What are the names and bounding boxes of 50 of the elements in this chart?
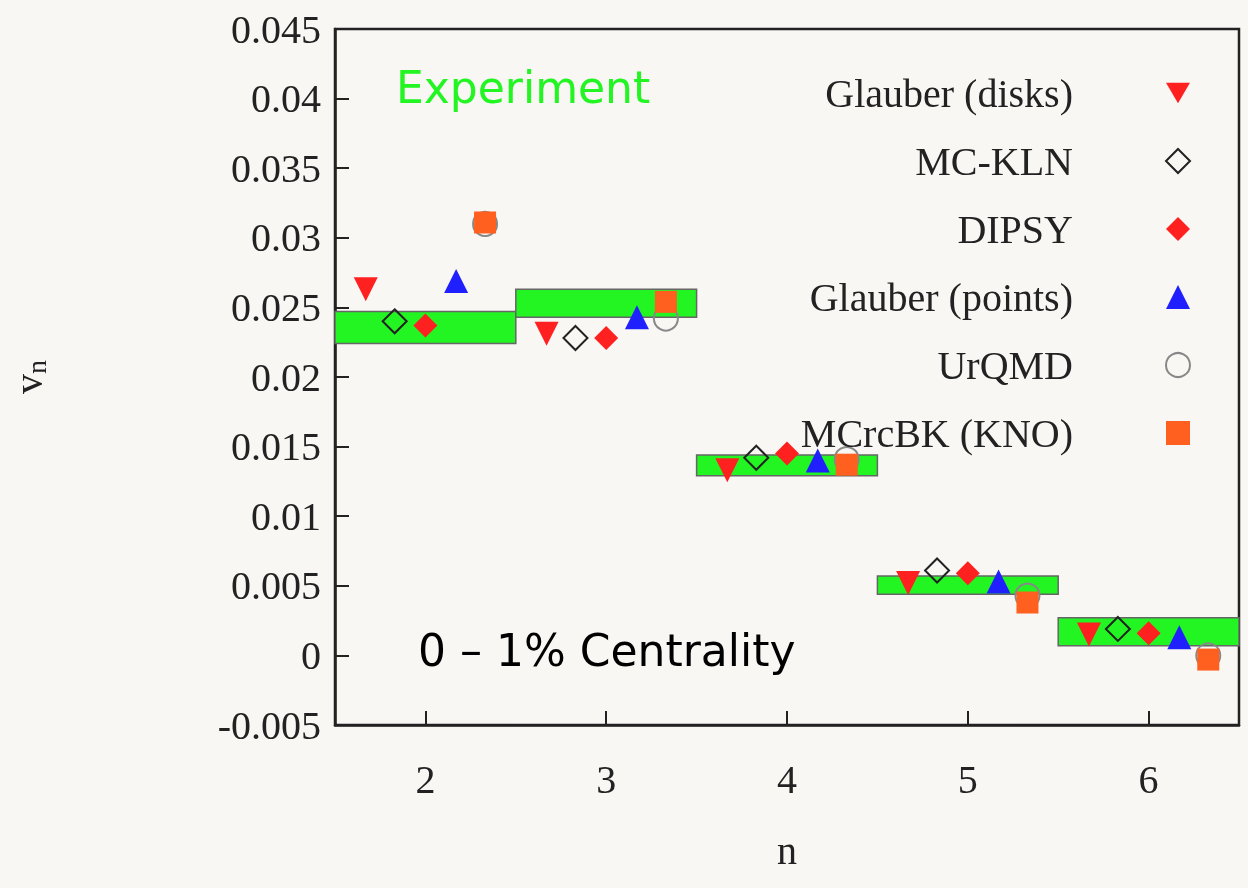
x-tick-label: 6 xyxy=(1138,756,1159,802)
point xyxy=(715,458,740,483)
y-tick-label: 0.015 xyxy=(231,424,321,470)
point xyxy=(896,571,921,596)
point xyxy=(1136,621,1161,646)
point xyxy=(1167,625,1192,650)
y-axis-title: vn xyxy=(5,360,52,394)
point xyxy=(1016,591,1039,614)
point xyxy=(1197,648,1220,671)
y-tick-label: -0.005 xyxy=(217,702,321,748)
legend-label: UrQMD xyxy=(937,342,1073,388)
point xyxy=(381,308,408,335)
y-tick-label: 0.02 xyxy=(251,354,321,400)
x-tick-label: 2 xyxy=(415,756,436,802)
point xyxy=(986,569,1011,594)
point xyxy=(835,453,858,476)
point xyxy=(743,444,770,471)
point xyxy=(444,268,469,293)
x-tick-label: 3 xyxy=(596,756,617,802)
y-tick-label: 0.045 xyxy=(231,6,321,52)
text: Experiment xyxy=(396,61,651,113)
point xyxy=(775,441,799,466)
y-tick-label: 0.03 xyxy=(251,215,321,261)
point xyxy=(955,561,980,586)
point xyxy=(562,325,589,352)
x-tick-label: 5 xyxy=(957,756,978,802)
x-axis-title: n xyxy=(777,827,797,873)
point xyxy=(1076,622,1101,647)
point xyxy=(594,326,619,351)
point xyxy=(654,290,677,313)
y-tick-label: 0.04 xyxy=(251,76,321,122)
legend-label: MCrcBK (KNO) xyxy=(800,410,1073,456)
point xyxy=(924,557,951,584)
point xyxy=(534,321,559,346)
annotation: 0 – 1% Centrality xyxy=(418,624,796,676)
y-tick-label: 0.005 xyxy=(231,563,321,609)
legend-label: Glauber (points) xyxy=(809,274,1073,320)
point xyxy=(353,277,378,302)
legend-label: DIPSY xyxy=(957,206,1073,252)
point xyxy=(624,305,649,330)
y-tick-label: 0 xyxy=(301,632,321,678)
legend-label: Glauber (disks) xyxy=(825,70,1073,116)
y-tick-label: 0.025 xyxy=(231,284,321,330)
point xyxy=(413,313,438,338)
point xyxy=(1104,615,1131,642)
point xyxy=(805,448,830,473)
x-tick-label: 4 xyxy=(777,756,797,802)
y-tick-label: 0.035 xyxy=(231,145,321,191)
y-tick-label: 0.01 xyxy=(251,493,321,539)
legend-label: MC-KLN xyxy=(915,138,1073,184)
